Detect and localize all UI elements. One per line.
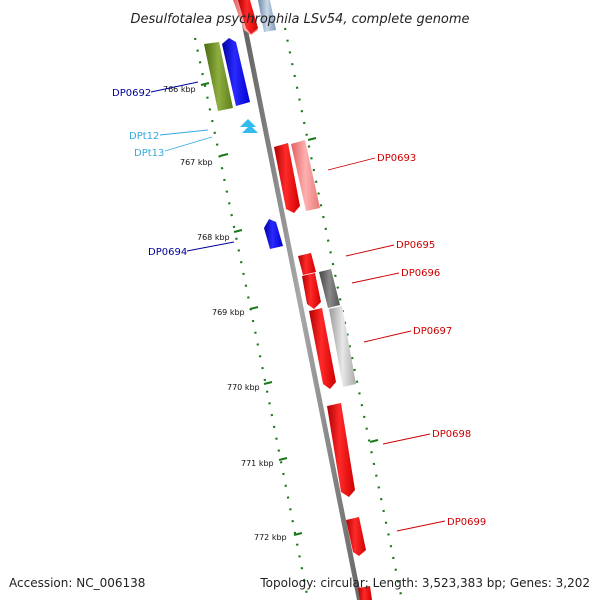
feature-top-steel	[258, 0, 276, 32]
tick-mark	[200, 82, 210, 86]
gene-dp0692-olive	[204, 42, 233, 111]
leader-dp0694	[186, 241, 235, 252]
gene-label[interactable]: DP0693	[377, 153, 416, 164]
gene-label[interactable]: DPt13	[134, 148, 164, 159]
gene-dp0699-red	[346, 517, 366, 556]
trna-dpt12	[240, 119, 256, 127]
ruler-inner-line	[193, 37, 310, 600]
tick-mark	[293, 532, 303, 536]
leader-dp0697	[363, 330, 412, 343]
tick-label: 767 kbp	[180, 158, 213, 167]
gene-label[interactable]: DPt12	[129, 131, 159, 142]
tick-label: 766 kbp	[163, 85, 196, 94]
gene-dp0693-pink	[291, 140, 320, 211]
feature-bottom-red	[358, 586, 372, 600]
leader-dp0699	[396, 520, 446, 532]
gene-labels: DP0692 DPt12 DPt13 DP0693 DP0694 DP0695 …	[112, 88, 486, 528]
tick-mark	[219, 153, 229, 157]
tick-label: 772 kbp	[254, 533, 287, 542]
tick-mark	[263, 381, 273, 385]
leader-dp0698	[382, 433, 431, 445]
tick-mark	[249, 306, 259, 310]
leader-dp0693	[327, 157, 376, 171]
tick-label: 768 kbp	[197, 233, 230, 242]
trna-dpt13	[242, 125, 258, 133]
gene-label[interactable]: DP0694	[148, 247, 187, 258]
ruler-ticks	[200, 82, 379, 536]
accession-text: Accession: NC_006138	[9, 576, 145, 590]
gene-label[interactable]: DP0697	[413, 326, 452, 337]
gene-dp0698-red	[327, 403, 355, 497]
genome-backbone	[237, 0, 362, 600]
map-title: Desulfotalea psychrophila LSv54, complet…	[130, 12, 469, 27]
gene-label-leaders	[150, 81, 446, 532]
gene-dp0694-blue	[264, 219, 283, 249]
tick-mark	[233, 229, 243, 233]
gene-dp0697-red	[309, 308, 336, 389]
gene-label[interactable]: DP0699	[447, 517, 486, 528]
tick-label: 770 kbp	[227, 383, 260, 392]
ruler-tick-labels: 766 kbp 767 kbp 768 kbp 769 kbp 770 kbp …	[163, 85, 287, 542]
gene-dp0697-light	[329, 306, 356, 387]
gene-label[interactable]: DP0695	[396, 240, 435, 251]
tick-mark	[278, 457, 288, 461]
gene-label[interactable]: DP0698	[432, 429, 471, 440]
leader-dp0695	[345, 244, 395, 257]
leader-dpt13	[164, 136, 213, 152]
tick-mark	[307, 137, 317, 141]
gene-dp0696-red	[302, 273, 321, 309]
gene-dp0693-red	[274, 143, 300, 213]
feature-top-red	[238, 0, 258, 34]
leader-dpt12	[159, 129, 209, 136]
gene-dp0692-blue	[222, 38, 250, 106]
leader-dp0696	[351, 272, 400, 284]
gene-dp0696-dark	[319, 269, 340, 308]
gene-label[interactable]: DP0696	[401, 268, 440, 279]
gene-dp0695-red	[298, 253, 316, 275]
genome-summary-text: Topology: circular; Length: 3,523,383 bp…	[259, 576, 590, 590]
tick-label: 769 kbp	[212, 308, 245, 317]
tick-mark	[369, 439, 379, 443]
tick-label: 771 kbp	[241, 459, 274, 468]
leader-dp0692	[150, 81, 199, 93]
gene-label[interactable]: DP0692	[112, 88, 151, 99]
